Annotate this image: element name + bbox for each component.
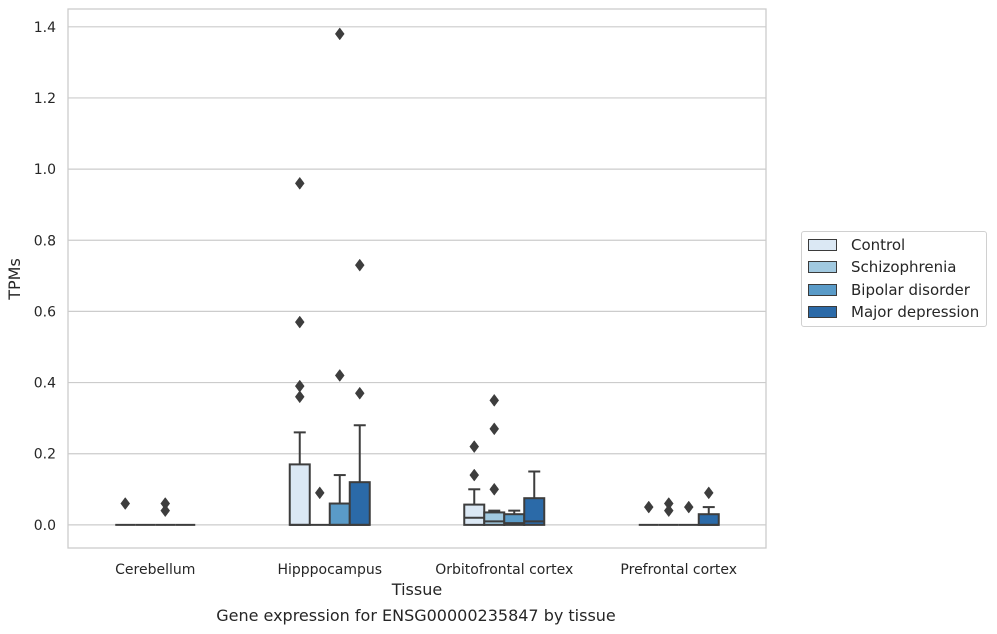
box-major-depression-orbitofrontal-cortex: [523, 470, 546, 526]
legend-swatch-control: [808, 239, 837, 251]
box-control-cerebellum: [115, 497, 136, 526]
y-tick-label: 1.0: [34, 162, 56, 178]
legend-item-control: Control: [808, 235, 905, 255]
legend: Control Schizophrenia Bipolar disorder M…: [801, 231, 987, 327]
legend-label-schizophrenia: Schizophrenia: [851, 258, 957, 276]
outlier-point: [120, 497, 131, 510]
box-body: [483, 511, 506, 526]
box-body: [463, 503, 486, 526]
x-tick-label: Prefrontal cortex: [620, 562, 737, 578]
outlier-point: [354, 258, 365, 272]
box-body: [697, 513, 720, 526]
outlier-point: [334, 369, 345, 382]
box-bipolar-disorder-hipppocampus: [328, 27, 351, 526]
legend-swatch-major-depression: [808, 306, 837, 318]
outlier-point: [643, 500, 654, 514]
outlier-point: [294, 176, 305, 190]
outlier-point: [663, 504, 674, 518]
box-schizophrenia-hipppocampus: [309, 486, 330, 526]
legend-item-major-depression: Major depression: [808, 302, 979, 322]
outlier-point: [489, 482, 500, 496]
legend-label-major-depression: Major depression: [851, 303, 980, 321]
plot-area-frame: [67, 8, 767, 549]
outlier-point: [160, 504, 171, 518]
y-tick-label: 1.4: [34, 20, 56, 36]
x-tick-label: Orbitofrontal cortex: [435, 562, 573, 578]
box-major-depression-prefrontal-cortex: [697, 486, 720, 526]
box-schizophrenia-prefrontal-cortex: [658, 497, 679, 526]
legend-swatch-bipolar-disorder: [808, 284, 837, 296]
box-control-prefrontal-cortex: [638, 500, 659, 526]
legend-label-bipolar-disorder: Bipolar disorder: [851, 281, 970, 299]
legend-item-schizophrenia: Schizophrenia: [808, 257, 956, 277]
box-bipolar-disorder-prefrontal-cortex: [678, 500, 699, 526]
legend-item-bipolar-disorder: Bipolar disorder: [808, 280, 970, 300]
y-tick-label: 1.2: [34, 91, 56, 107]
outlier-point: [469, 440, 480, 454]
box-body: [328, 502, 351, 526]
legend-label-control: Control: [851, 236, 906, 254]
outlier-point: [314, 486, 325, 500]
outlier-point: [354, 386, 365, 400]
legend-swatch-schizophrenia: [808, 261, 837, 273]
y-tick-label: 0.8: [34, 233, 56, 249]
x-axis-label: Tissue: [391, 580, 442, 599]
y-tick-label: 0.0: [34, 518, 56, 534]
y-tick-label: 0.2: [34, 447, 56, 463]
outlier-point: [294, 379, 305, 393]
box-bipolar-disorder-orbitofrontal-cortex: [503, 509, 526, 526]
outlier-point: [703, 486, 714, 500]
box-body: [523, 497, 546, 526]
x-tick-label: Cerebellum: [115, 562, 195, 578]
outlier-point: [489, 393, 500, 407]
y-tick-label: 0.4: [34, 376, 56, 392]
box-control-orbitofrontal-cortex: [463, 440, 486, 526]
box-control-hipppocampus: [288, 176, 311, 526]
outlier-point: [469, 468, 480, 482]
x-tick-label: Hipppocampus: [277, 562, 382, 578]
y-axis-label: TPMs: [5, 258, 24, 301]
y-tick-label: 0.6: [34, 304, 56, 320]
box-body: [288, 463, 311, 526]
figure-caption: Gene expression for ENSG00000235847 by t…: [216, 606, 616, 625]
outlier-point: [683, 500, 694, 514]
outlier-point: [294, 390, 305, 404]
box-bipolar-disorder-cerebellum: [155, 497, 176, 526]
outlier-point: [334, 27, 345, 41]
outlier-point: [489, 422, 500, 436]
box-body: [348, 481, 371, 526]
box-schizophrenia-orbitofrontal-cortex: [483, 393, 506, 526]
outlier-point: [294, 315, 305, 329]
box-major-depression-hipppocampus: [348, 258, 371, 526]
